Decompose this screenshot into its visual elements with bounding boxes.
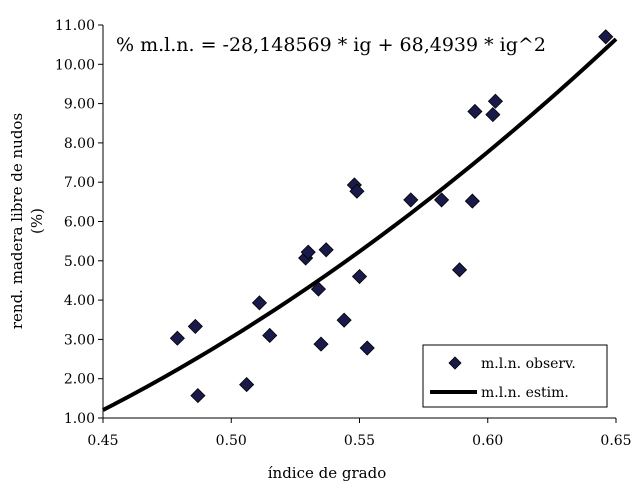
data-point <box>169 330 185 346</box>
data-point <box>187 318 203 334</box>
x-tick-label: 0.65 <box>600 433 631 449</box>
data-point <box>313 336 329 352</box>
y-tick-label: 5.00 <box>64 254 95 270</box>
estimated-line <box>102 37 618 412</box>
y-tick-label: 10.00 <box>55 57 95 73</box>
x-tick-label: 0.50 <box>216 433 247 449</box>
data-point <box>300 244 316 260</box>
y-tick-label: 3.00 <box>64 332 95 348</box>
data-point <box>351 268 368 285</box>
y-tick-label: 7.00 <box>64 175 95 191</box>
y-tick-label: 11.00 <box>55 18 95 34</box>
observed-points <box>169 29 614 404</box>
x-axis-label: índice de grado <box>268 464 387 482</box>
y-tick-label: 1.00 <box>64 411 95 427</box>
y-tick-label: 2.00 <box>64 372 95 388</box>
data-point <box>359 340 375 356</box>
data-point <box>485 107 501 123</box>
data-point <box>349 183 365 199</box>
x-tick-label: 0.55 <box>344 433 375 449</box>
legend-box <box>422 344 608 408</box>
equation-label: % m.l.n. = -28,148569 * ig + 68,4939 * i… <box>116 34 546 56</box>
y-tick-label: 6.00 <box>64 215 95 231</box>
data-point <box>262 327 278 344</box>
plot-area: 1.00 2.00 3.00 4.00 5.00 6.00 7.00 8.00 9.00 10.0… <box>55 18 632 449</box>
data-point <box>318 242 334 258</box>
legend-label-estimated: m.l.n. estim. <box>481 385 569 401</box>
x-ticks: 0.45 0.50 0.55 0.60 0.65 <box>87 418 632 449</box>
data-point <box>598 29 614 45</box>
y-tick-label: 4.00 <box>64 293 95 309</box>
legend: m.l.n. observ. m.l.n. estim. <box>422 344 608 408</box>
x-tick-label: 0.60 <box>472 433 503 449</box>
data-point <box>434 192 450 208</box>
legend-marker-diamond <box>448 356 462 370</box>
data-point <box>190 388 206 404</box>
x-tick-label: 0.45 <box>87 433 118 449</box>
data-point <box>239 377 255 393</box>
y-axis-label-line2: (%) <box>28 208 46 234</box>
y-tick-label: 9.00 <box>64 97 95 113</box>
data-point <box>251 295 268 311</box>
legend-label-observed: m.l.n. observ. <box>481 356 576 372</box>
data-point <box>403 192 419 208</box>
y-tick-label: 8.00 <box>64 136 95 152</box>
data-point <box>451 262 468 278</box>
data-point <box>467 103 483 120</box>
y-axis-label-line1: rend. madera libre de nudos <box>8 113 26 329</box>
data-point <box>310 281 327 297</box>
data-point <box>487 93 504 109</box>
y-ticks: 1.00 2.00 3.00 4.00 5.00 6.00 7.00 8.00 9.00 10.0… <box>55 18 103 427</box>
y-axis-label: rend. madera libre de nudos (%) <box>8 113 46 329</box>
data-point <box>336 312 352 328</box>
data-point <box>464 193 480 209</box>
